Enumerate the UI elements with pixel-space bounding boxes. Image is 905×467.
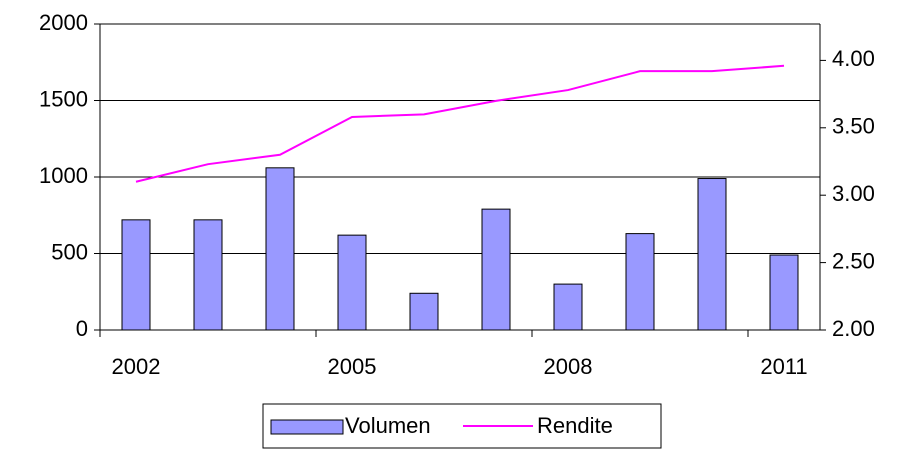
bar: [193, 219, 223, 331]
y-tick-label: 1500: [39, 86, 88, 111]
x-tick-label: 2011: [760, 354, 807, 379]
legend-swatch: [270, 419, 344, 435]
bar: [553, 283, 583, 331]
bar: [769, 254, 799, 331]
x-tick-label: 2002: [112, 354, 161, 379]
y2-tick-label: 3.50: [832, 114, 875, 139]
bar: [337, 234, 367, 331]
legend-label: Volumen: [345, 413, 431, 438]
x-tick-label: 2005: [328, 354, 377, 379]
y-tick-label: 0: [76, 316, 88, 341]
bar: [265, 167, 295, 331]
y-tick-label: 500: [51, 239, 88, 264]
y2-tick-label: 4.00: [832, 46, 875, 71]
y2-tick-label: 2.50: [832, 248, 875, 273]
x-tick-label: 2008: [544, 354, 593, 379]
y-tick-label: 2000: [39, 10, 88, 35]
bar: [409, 292, 439, 331]
y2-tick-label: 2.00: [832, 316, 875, 341]
line: [135, 64, 785, 183]
bar: [697, 178, 727, 331]
legend-label: Rendite: [537, 413, 613, 438]
bar: [121, 219, 151, 331]
bar: [481, 208, 511, 331]
y-tick-label: 1000: [39, 163, 88, 188]
bar: [625, 233, 655, 331]
y2-tick-label: 3.00: [832, 181, 875, 206]
